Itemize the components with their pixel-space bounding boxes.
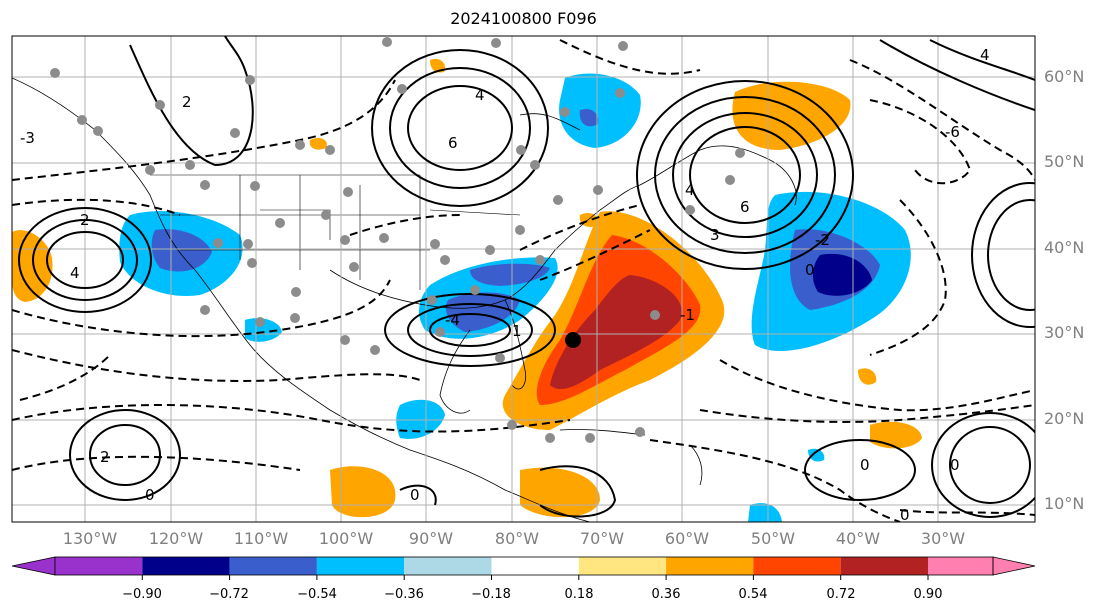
contour-label: 6 — [740, 198, 750, 216]
colorbar-max-extend — [992, 556, 1036, 576]
lon-label: 50°W — [750, 529, 796, 548]
contour-label: 0 — [145, 486, 155, 504]
contour-label: 3 — [710, 226, 720, 244]
lat-label: 10°N — [1044, 494, 1085, 513]
contour-labels: 4 2 6 4 6 4 3 -6 4 -4 1 2 0 0 0 -2 0 -1 … — [20, 46, 990, 524]
colorbar-min-extend — [11, 556, 56, 576]
contour-label: 2 — [182, 93, 192, 111]
contour-label: 4 — [685, 181, 695, 199]
contour-label: 4 — [475, 86, 485, 104]
colorbar-tick-label: 0.90 — [913, 587, 943, 602]
state-borders — [150, 174, 521, 290]
station-markers — [50, 37, 745, 443]
map-title: 2024100800 F096 — [450, 9, 597, 28]
colorbar-tick-label: −0.18 — [471, 587, 511, 602]
lat-label: 40°N — [1044, 238, 1085, 257]
lon-label: 130°W — [62, 529, 118, 548]
lon-label: 30°W — [920, 529, 966, 548]
colorbar-tick-label: 0.36 — [651, 587, 681, 602]
contour-label: -1 — [680, 306, 695, 324]
colorbar-tick-label: −0.90 — [122, 587, 162, 602]
contour-label: 4 — [70, 264, 80, 282]
lon-label: 40°W — [835, 529, 881, 548]
positive-anomaly-core — [550, 275, 682, 390]
colorbar-tick-label: 0.54 — [738, 587, 768, 602]
lon-label: 60°W — [664, 529, 710, 548]
contour-label: 1 — [512, 322, 522, 340]
solid-contours — [18, 36, 1035, 518]
colorbar-tick-label: 0.18 — [564, 587, 594, 602]
dashed-contours — [12, 39, 1035, 522]
lon-label: 110°W — [233, 529, 289, 548]
contour-label: -2 — [815, 231, 830, 249]
lat-label: 20°N — [1044, 409, 1085, 428]
colorbar — [11, 556, 1036, 580]
contour-label: 0 — [900, 506, 910, 524]
colorbar-tick-label: −0.72 — [209, 587, 249, 602]
lon-label: 70°W — [579, 529, 625, 548]
lat-label: 60°N — [1044, 67, 1085, 86]
contour-label: 6 — [448, 134, 458, 152]
contour-label: -6 — [945, 123, 960, 141]
contour-label: -3 — [20, 129, 35, 147]
storm-center-marker — [565, 332, 581, 348]
lon-label: 100°W — [318, 529, 374, 548]
contour-label: 0 — [950, 456, 960, 474]
contour-label: 2 — [100, 448, 110, 466]
colorbar-tick-label: −0.36 — [384, 587, 424, 602]
lat-label: 30°N — [1044, 323, 1085, 342]
map-frame — [11, 35, 1036, 523]
contour-label: 0 — [805, 261, 815, 279]
contour-label: 2 — [80, 211, 90, 229]
contour-label: -4 — [445, 311, 460, 329]
colorbar-tick-label: 0.72 — [826, 587, 856, 602]
lat-label: 50°N — [1044, 152, 1085, 171]
colorbar-tick-label: −0.54 — [297, 587, 337, 602]
contour-label: 4 — [980, 46, 990, 64]
lon-label: 80°W — [494, 529, 540, 548]
contour-label: 0 — [410, 486, 420, 504]
contour-label: 0 — [860, 456, 870, 474]
lon-label: 90°W — [408, 529, 454, 548]
lon-label: 120°W — [148, 529, 204, 548]
